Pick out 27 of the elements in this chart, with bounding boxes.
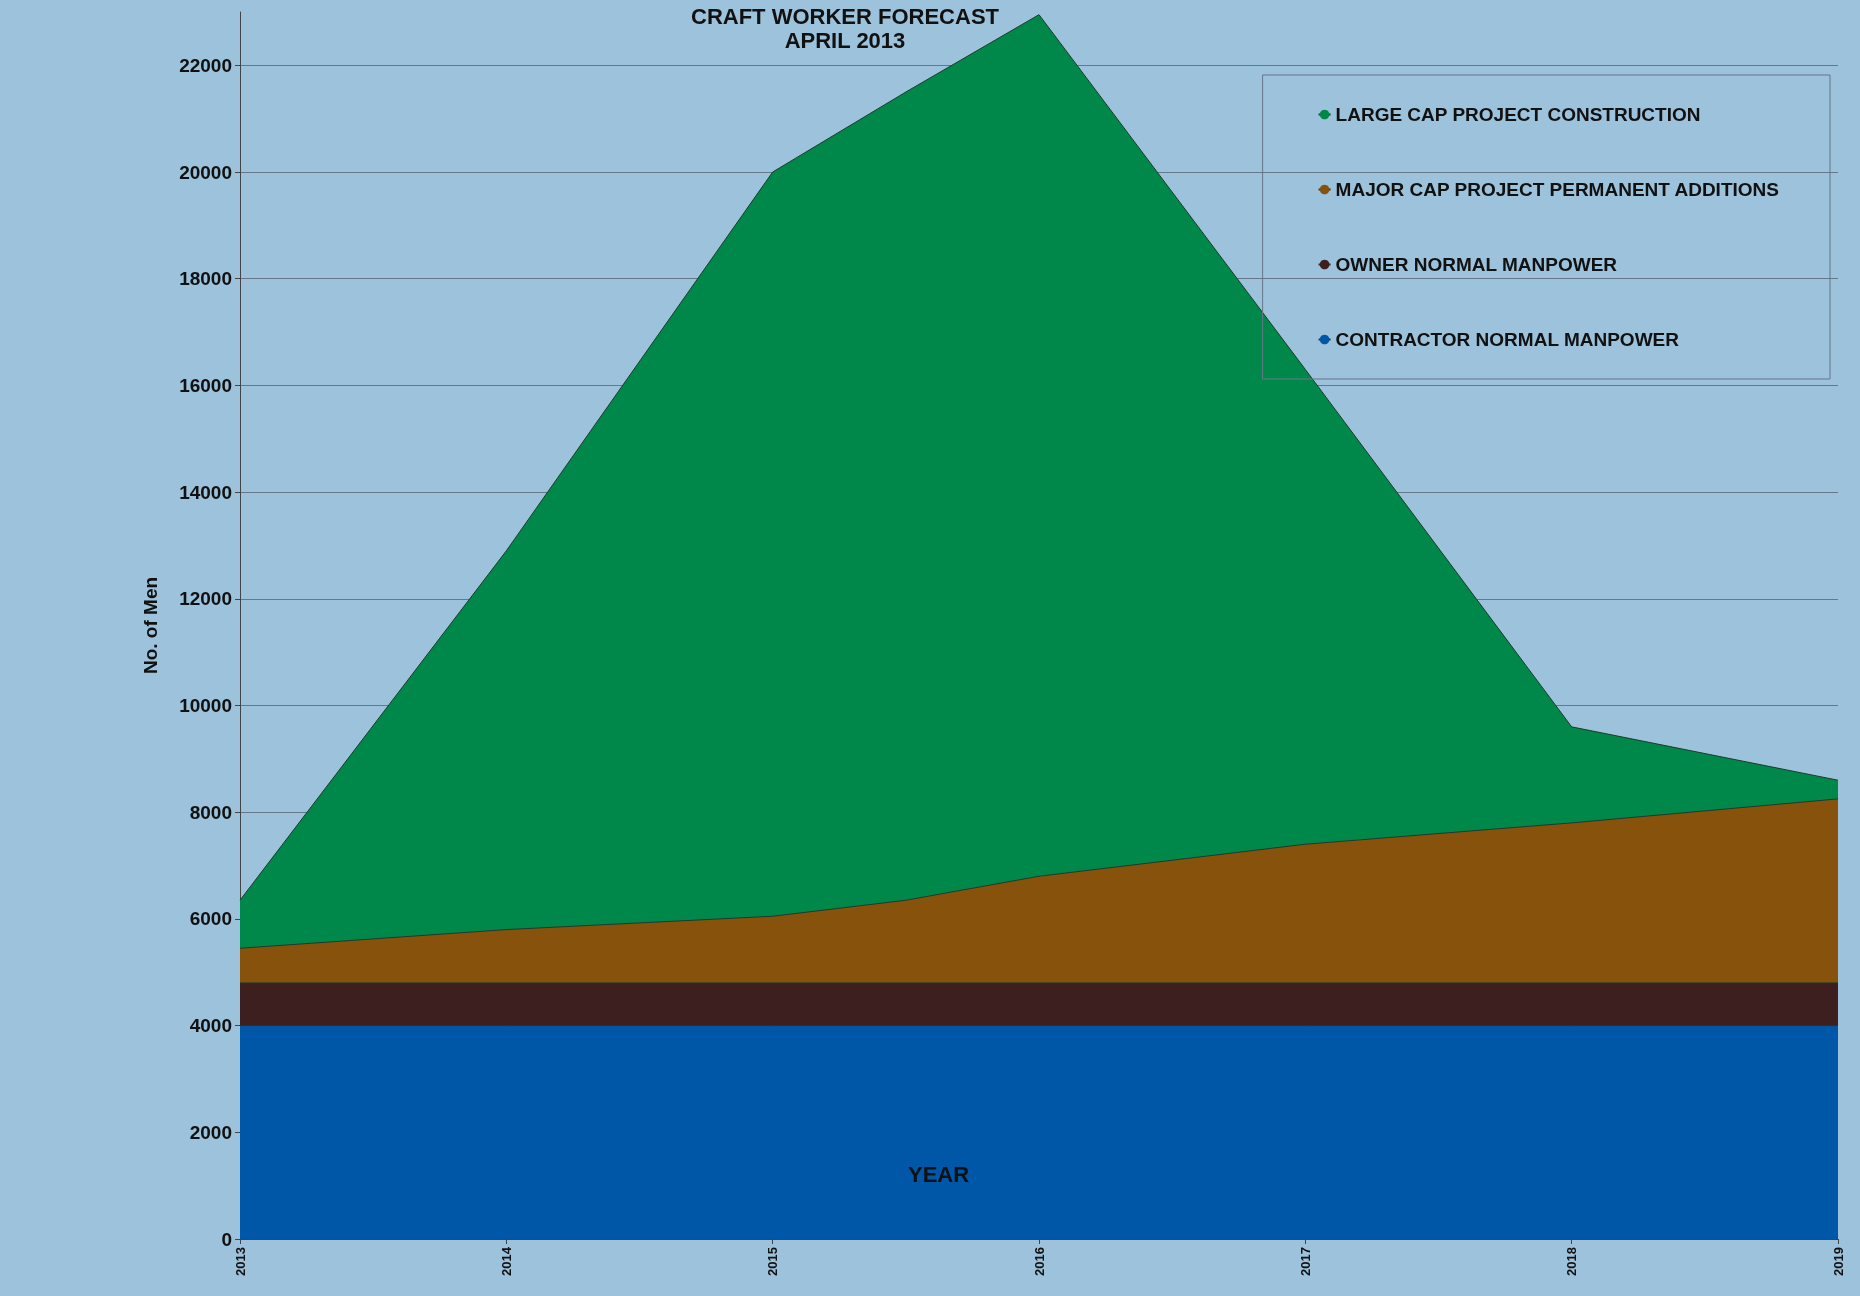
y-tick-label: 18000	[179, 268, 232, 290]
x-axis-title: YEAR	[908, 1161, 970, 1187]
legend-label: OWNER NORMAL MANPOWER	[1335, 254, 1618, 275]
x-tick-label: 2019	[1830, 1247, 1846, 1276]
y-tick-label: 0	[221, 1228, 232, 1250]
x-tick-label: 2017	[1297, 1247, 1313, 1276]
legend-label: LARGE CAP PROJECT CONSTRUCTION	[1335, 104, 1701, 125]
y-tick-label: 10000	[179, 695, 232, 717]
y-tick-label: 14000	[179, 481, 232, 503]
y-tick-label: 6000	[189, 908, 232, 930]
y-tick-label: 8000	[189, 801, 232, 823]
y-tick-label: 22000	[179, 54, 232, 76]
x-tick-label: 2014	[498, 1246, 514, 1276]
x-tick-label: 2018	[1564, 1247, 1580, 1276]
x-tick-label: 2015	[765, 1247, 781, 1276]
x-tick-label: 2013	[232, 1247, 248, 1276]
x-tick-label: 2016	[1031, 1247, 1047, 1276]
y-tick-label: 12000	[179, 588, 232, 610]
chart-title: CRAFT WORKER FORECAST	[691, 3, 1000, 29]
y-axis-title: No. of Men	[140, 576, 161, 675]
y-tick-label: 2000	[189, 1121, 232, 1143]
text: APRIL 2013	[784, 27, 906, 53]
y-tick-label: 4000	[189, 1015, 232, 1037]
y-tick-label: 20000	[179, 161, 232, 183]
legend-label: CONTRACTOR NORMAL MANPOWER	[1335, 329, 1680, 350]
y-tick-label: 16000	[179, 374, 232, 396]
legend-label: MAJOR CAP PROJECT PERMANENT ADDITIONS	[1335, 179, 1779, 200]
